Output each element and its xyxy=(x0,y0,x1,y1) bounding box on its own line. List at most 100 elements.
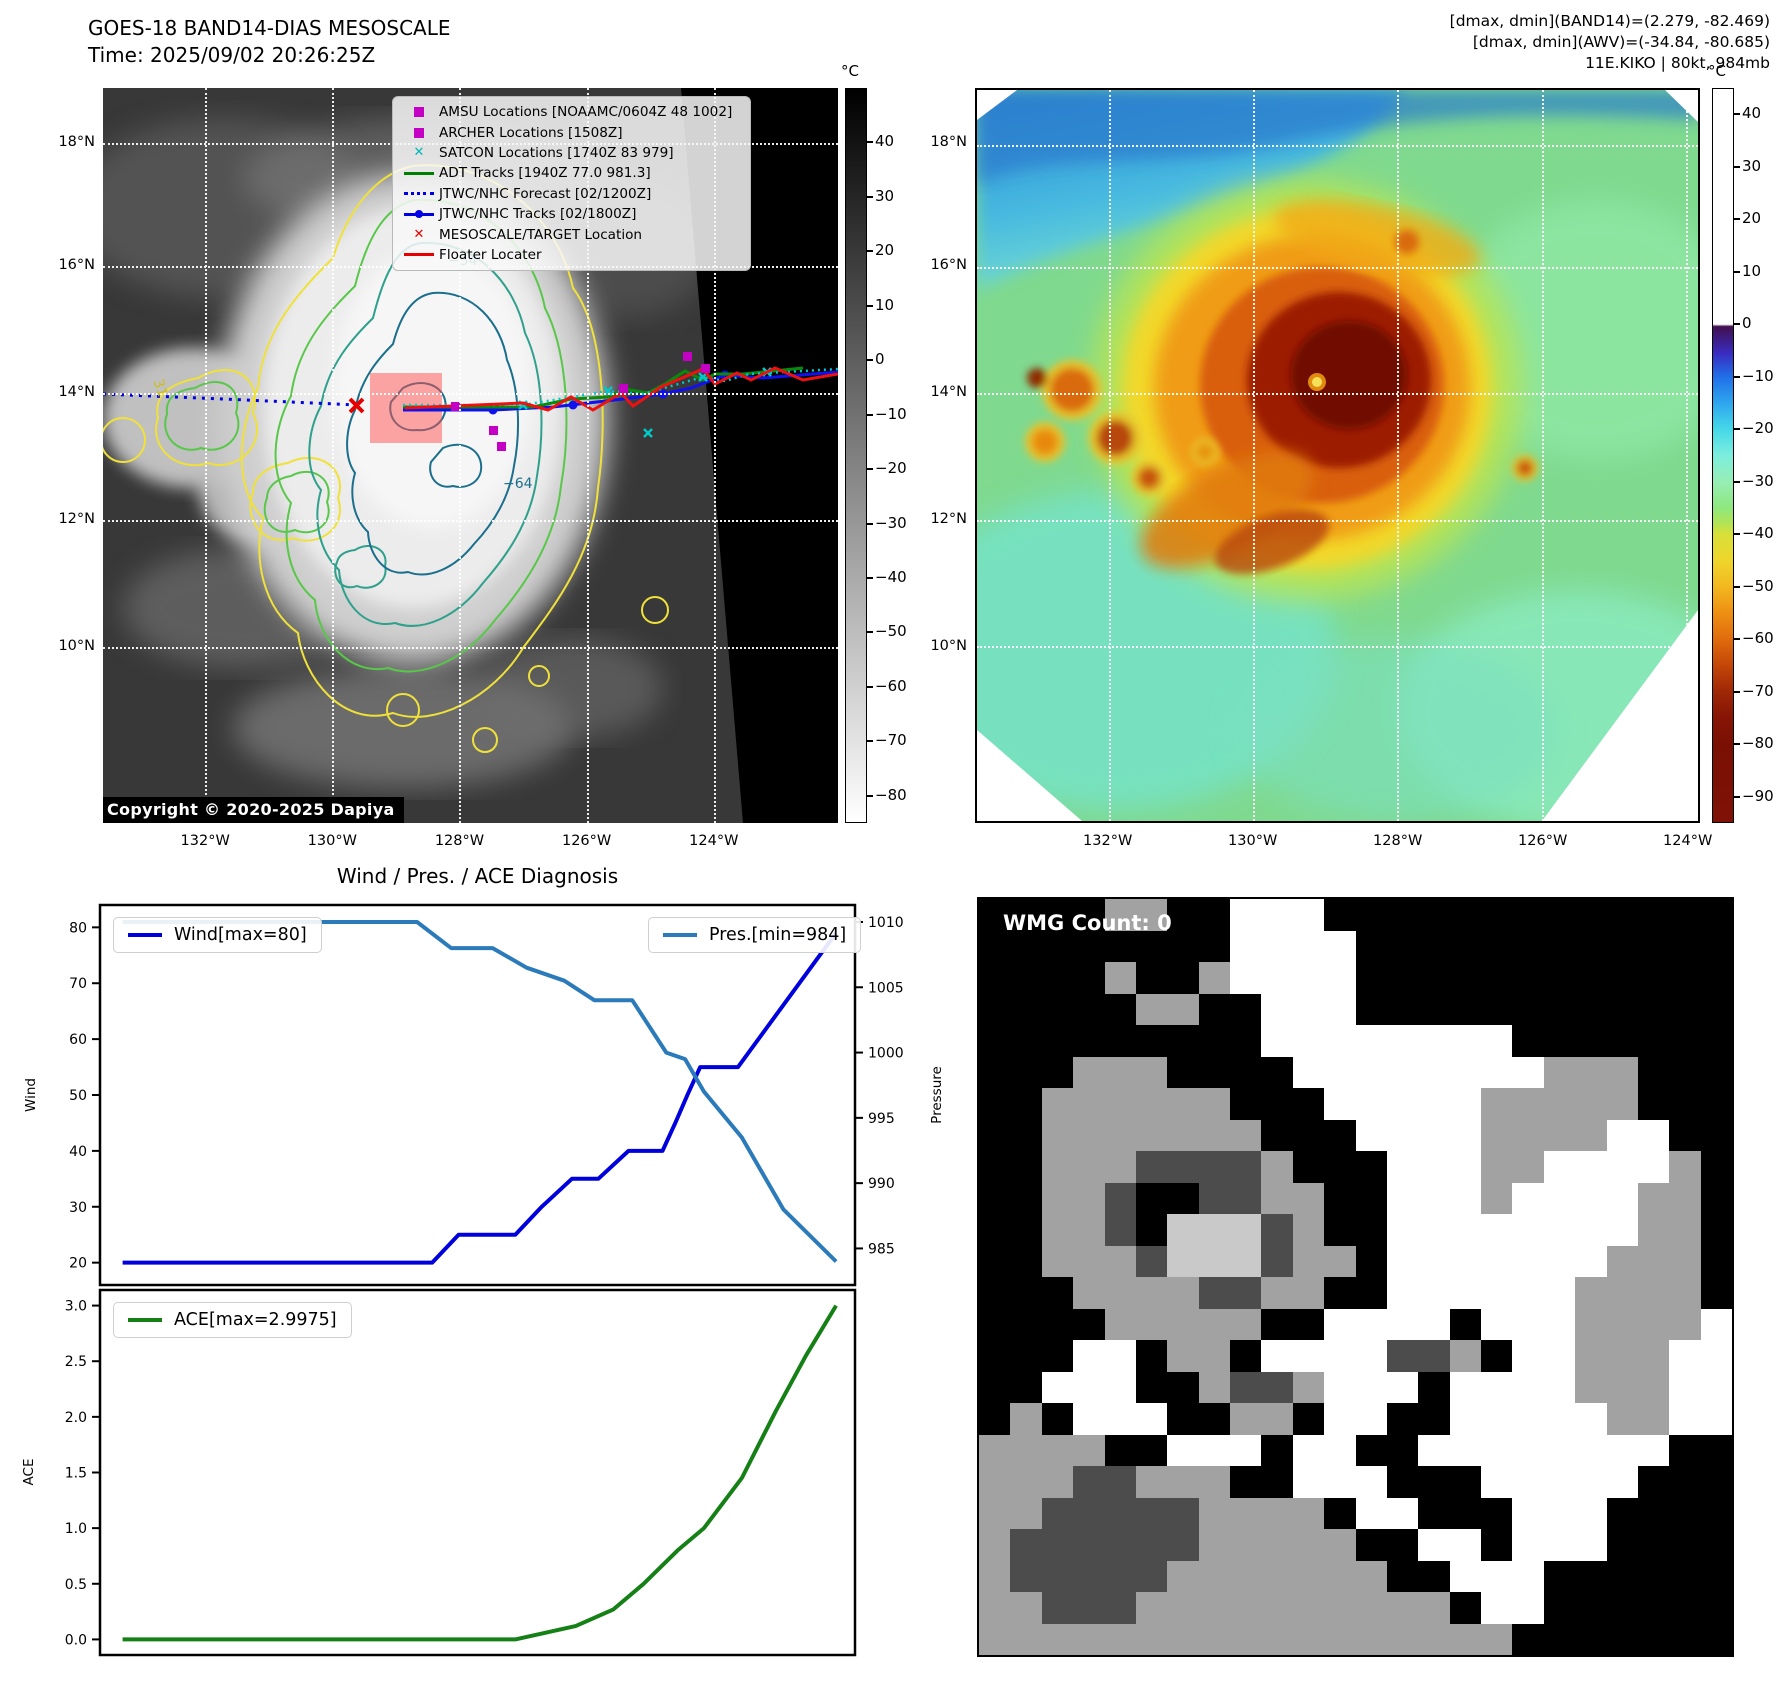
wmg-cell xyxy=(1669,1623,1701,1655)
wmg-cell xyxy=(1230,1151,1262,1183)
wmg-cell xyxy=(1543,1119,1576,1151)
wmg-cell xyxy=(1386,1214,1419,1246)
wmg-cell xyxy=(1041,1056,1074,1088)
wmg-cell xyxy=(1418,1529,1450,1561)
wmg-cell xyxy=(1449,1560,1481,1592)
wmg-cell xyxy=(1292,1434,1325,1466)
wmg-cell xyxy=(1481,1466,1513,1498)
wmg-cell xyxy=(1512,1371,1544,1403)
wmg-cell xyxy=(1324,1214,1356,1246)
wmg-cell xyxy=(1669,1214,1701,1246)
colorbar-tick-label: 10 xyxy=(875,295,895,314)
blue-dotted-line-icon xyxy=(399,192,439,196)
contour-label-inner: −64 xyxy=(503,476,533,492)
wmg-cell xyxy=(1355,962,1387,994)
wmg-cell xyxy=(1481,1529,1513,1561)
wmg-cell xyxy=(1512,1056,1544,1088)
lon-tick-label: 124°W xyxy=(1663,833,1713,849)
legend-label: Floater Locater xyxy=(439,246,542,263)
wmg-cell xyxy=(1637,899,1670,931)
colorbar-tick-mark xyxy=(867,195,873,198)
wmg-cell xyxy=(1261,1623,1293,1655)
wmg-cell xyxy=(1700,993,1732,1025)
wmg-cell xyxy=(1575,1088,1607,1120)
wmg-cell xyxy=(1700,1560,1732,1592)
wmg-cell xyxy=(1261,1371,1293,1403)
wmg-cell xyxy=(1167,1277,1199,1309)
wmg-cell xyxy=(1543,1245,1576,1277)
wind-legend-label: Wind[max=80] xyxy=(174,925,307,945)
wmg-cell xyxy=(979,1623,1011,1655)
chart-tick-label: 2.5 xyxy=(65,1354,87,1370)
wmg-cell xyxy=(1135,1560,1168,1592)
wmg-cell xyxy=(1481,1182,1513,1214)
cyan-x-icon: ✕ xyxy=(413,144,425,160)
wmg-cell xyxy=(1230,1371,1262,1403)
wmg-cell xyxy=(1324,1497,1356,1529)
chart-tick-label: 0.0 xyxy=(65,1632,87,1648)
wmg-cell xyxy=(1073,1434,1105,1466)
goes-band14-map: −54 −64 31 AMSU Locations [NOAAMC/0604Z … xyxy=(103,88,838,823)
wmg-cell xyxy=(1669,899,1701,931)
wmg-cell xyxy=(1230,1277,1262,1309)
wmg-cell xyxy=(1198,899,1230,931)
wmg-cell xyxy=(1512,1466,1544,1498)
wmg-cell xyxy=(1386,1466,1419,1498)
wmg-cell xyxy=(1418,1119,1450,1151)
colorbar-tick-mark xyxy=(1734,323,1740,326)
wmg-cell xyxy=(1167,1466,1199,1498)
wmg-cell xyxy=(1073,962,1105,994)
wmg-cell xyxy=(1010,993,1042,1025)
wmg-cell xyxy=(1135,993,1168,1025)
wmg-cell xyxy=(1073,1560,1105,1592)
legend-label: SATCON Locations [1740Z 83 979] xyxy=(439,144,674,161)
wmg-cell xyxy=(1637,1529,1670,1561)
chart-tick-label: 40 xyxy=(69,1144,87,1160)
lon-tick-label: 128°W xyxy=(1373,833,1423,849)
wmg-cell xyxy=(1543,1308,1576,1340)
wmg-cell xyxy=(1449,930,1481,962)
wmg-cell xyxy=(1104,1497,1136,1529)
ir-header-band14: [dmax, dmin](BAND14)=(2.279, -82.469) xyxy=(1449,12,1770,30)
wmg-cell xyxy=(1386,962,1419,994)
chart-tick-label: 990 xyxy=(868,1176,895,1192)
wmg-cell xyxy=(1167,1371,1199,1403)
wmg-cell xyxy=(1386,930,1419,962)
wmg-cell xyxy=(1669,1592,1701,1624)
wmg-cell xyxy=(1073,1497,1105,1529)
wmg-cell xyxy=(979,1308,1011,1340)
lat-gridline xyxy=(977,144,1698,147)
wmg-cell xyxy=(1637,993,1670,1025)
wmg-cell xyxy=(1073,1182,1105,1214)
lon-gridline xyxy=(1397,90,1400,821)
wmg-cell xyxy=(1010,1371,1042,1403)
wmg-cell xyxy=(1449,1245,1481,1277)
wmg-cell xyxy=(1575,1025,1607,1057)
wmg-cell xyxy=(1104,1025,1136,1057)
wmg-cell xyxy=(1418,1245,1450,1277)
wmg-cell xyxy=(1292,1592,1325,1624)
wmg-cell xyxy=(1669,993,1701,1025)
wmg-cell xyxy=(1481,993,1513,1025)
wmg-cell xyxy=(1700,1623,1732,1655)
lon-tick-label: 132°W xyxy=(180,833,230,849)
wmg-cell xyxy=(1606,1056,1638,1088)
wmg-cell xyxy=(1104,1371,1136,1403)
lat-gridline xyxy=(103,393,838,396)
chart-tick-label: 2.0 xyxy=(65,1410,87,1426)
wmg-cell xyxy=(1386,899,1419,931)
colorbar-tick-label: −40 xyxy=(875,568,907,586)
wmg-cell xyxy=(1418,1466,1450,1498)
ir-kiko-map xyxy=(975,88,1700,823)
wmg-cell xyxy=(1700,1434,1732,1466)
wmg-cell xyxy=(1135,1497,1168,1529)
wmg-cell xyxy=(1637,1497,1670,1529)
wind-pres-chart: 20 30 40 50 60 70 80 985 990 995 1000 1005 1010 xyxy=(69,903,904,1289)
wmg-cell xyxy=(1135,1025,1168,1057)
wmg-cell xyxy=(1104,1560,1136,1592)
wmg-cell xyxy=(1324,993,1356,1025)
wmg-cell xyxy=(1261,1182,1293,1214)
wmg-cell xyxy=(1198,1151,1230,1183)
wmg-cell xyxy=(1606,1592,1638,1624)
wmg-cell xyxy=(1449,1434,1481,1466)
